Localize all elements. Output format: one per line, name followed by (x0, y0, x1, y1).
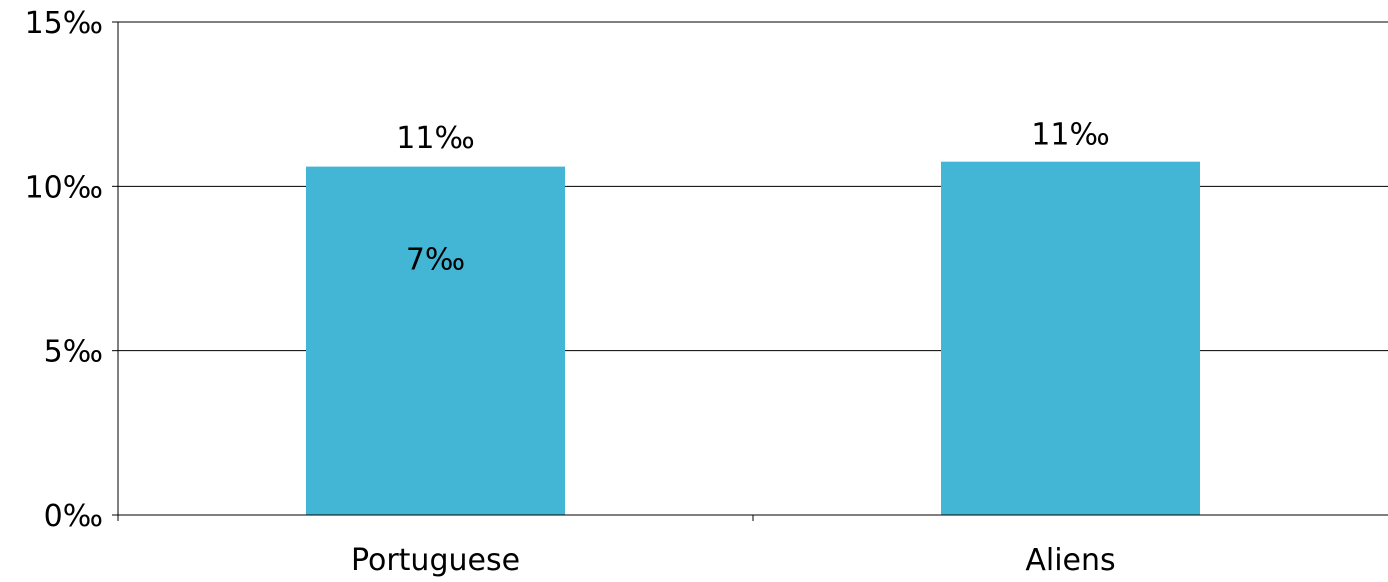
bar-portuguese (306, 166, 565, 515)
x-tick-label: Portuguese (351, 543, 520, 578)
y-tick-label: 5‰ (44, 335, 103, 370)
y-tick-label: 0‰ (44, 499, 103, 534)
y-tick-label: 15‰ (25, 6, 103, 41)
axes (112, 21, 1388, 521)
data-label: 11‰ (396, 121, 474, 156)
bar-aliens (941, 161, 1200, 515)
labels: 0‰ 5‰ 10‰ 15‰ Portuguese Aliens 11‰ 7‰ 11‰ (25, 6, 1116, 578)
y-tick-label: 10‰ (25, 170, 103, 205)
data-label: 11‰ (1031, 118, 1109, 153)
bars (306, 161, 1200, 515)
data-label: 7‰ (406, 243, 465, 278)
x-tick-label: Aliens (1025, 543, 1115, 578)
